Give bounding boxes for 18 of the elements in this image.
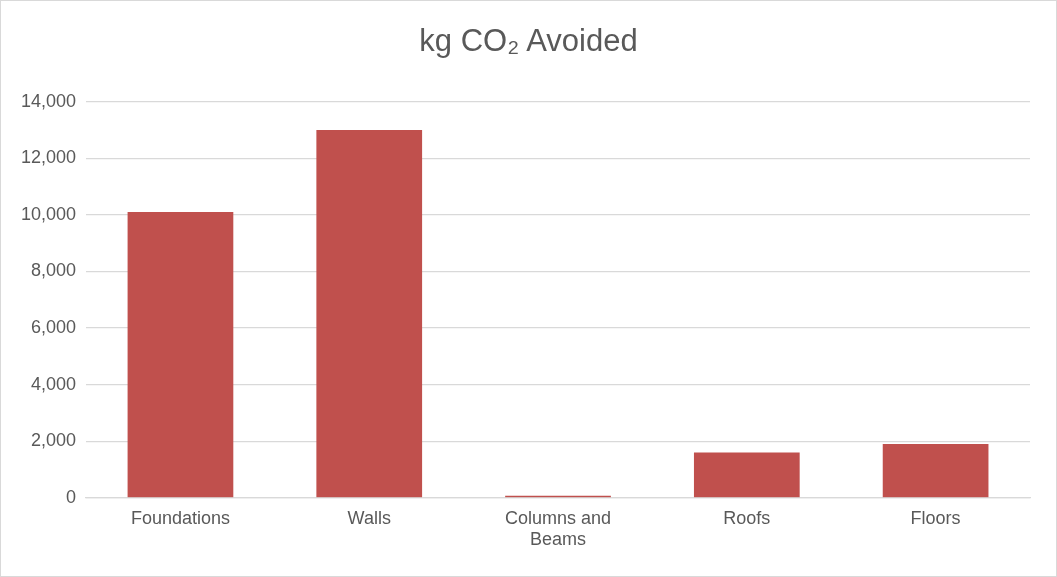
y-tick-label: 4,000 [31, 373, 77, 394]
bar [882, 444, 989, 498]
x-tick-label: Walls [347, 507, 391, 528]
y-tick-label: 2,000 [31, 430, 77, 451]
y-tick-label: 8,000 [31, 260, 77, 281]
chart-title: kg CO₂ Avoided [418, 22, 639, 60]
y-tick-label: 6,000 [31, 317, 77, 338]
bar [693, 452, 800, 498]
x-tick-label: Columns and Beams [505, 507, 612, 550]
x-tick-label: Floors [910, 507, 961, 528]
bar [127, 212, 234, 498]
y-tick-label: 0 [66, 486, 77, 507]
x-tick-label: Foundations [130, 507, 230, 528]
y-tick-label: 12,000 [20, 147, 77, 168]
bar [316, 130, 423, 498]
y-tick-label: 10,000 [20, 203, 77, 224]
x-tick-label: Roofs [723, 507, 771, 528]
y-tick-label: 14,000 [20, 90, 77, 111]
